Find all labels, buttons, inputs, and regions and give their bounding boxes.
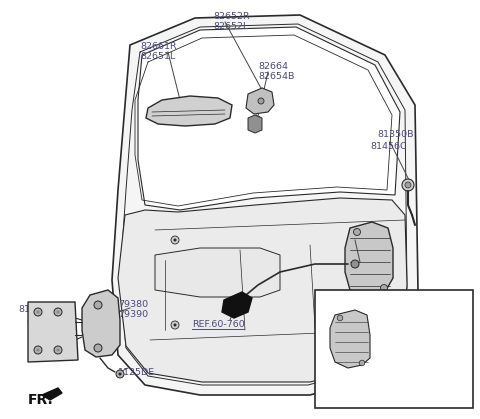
Circle shape	[337, 315, 343, 321]
Polygon shape	[146, 96, 232, 126]
Circle shape	[381, 285, 387, 292]
Text: 82665: 82665	[348, 252, 378, 261]
Circle shape	[402, 179, 414, 191]
Circle shape	[405, 182, 411, 188]
Circle shape	[359, 360, 365, 366]
Circle shape	[353, 228, 360, 235]
Polygon shape	[82, 290, 120, 357]
Polygon shape	[155, 248, 280, 297]
Polygon shape	[246, 88, 274, 114]
Circle shape	[384, 318, 386, 321]
Circle shape	[381, 316, 389, 324]
Polygon shape	[138, 27, 400, 210]
Circle shape	[36, 310, 39, 313]
Text: REF.60-760: REF.60-760	[192, 320, 245, 329]
Circle shape	[94, 301, 102, 309]
Text: (SMART KEY-FR DR): (SMART KEY-FR DR)	[320, 293, 407, 302]
Text: 81350B: 81350B	[377, 130, 413, 139]
Polygon shape	[248, 115, 262, 133]
Circle shape	[173, 323, 177, 326]
Circle shape	[351, 260, 359, 268]
Circle shape	[258, 98, 264, 104]
Circle shape	[171, 321, 179, 329]
Circle shape	[54, 308, 62, 316]
Circle shape	[171, 236, 179, 244]
Text: 1125DE: 1125DE	[118, 368, 155, 377]
Circle shape	[36, 349, 39, 352]
Polygon shape	[112, 15, 418, 395]
Bar	[315, 290, 473, 408]
Text: 82655: 82655	[360, 380, 389, 389]
Text: 81456C: 81456C	[370, 142, 407, 151]
Circle shape	[119, 372, 121, 375]
Circle shape	[94, 344, 102, 352]
Text: 82655: 82655	[348, 262, 378, 271]
Polygon shape	[345, 222, 393, 296]
Text: 82654B: 82654B	[258, 72, 294, 81]
Circle shape	[173, 238, 177, 241]
Circle shape	[381, 236, 389, 244]
Text: 82664: 82664	[258, 62, 288, 71]
Text: 82652L: 82652L	[213, 22, 248, 31]
Text: 79390: 79390	[118, 310, 148, 319]
Text: 82652R: 82652R	[213, 12, 250, 21]
Text: 82651L: 82651L	[140, 52, 175, 61]
Text: 82665: 82665	[360, 370, 389, 379]
Circle shape	[34, 308, 42, 316]
Circle shape	[384, 238, 386, 241]
Text: 79380: 79380	[118, 300, 148, 309]
Polygon shape	[330, 310, 370, 368]
Polygon shape	[28, 302, 78, 362]
Polygon shape	[42, 388, 62, 400]
Circle shape	[57, 349, 60, 352]
Polygon shape	[222, 292, 252, 318]
Circle shape	[57, 310, 60, 313]
Text: 81389A: 81389A	[18, 305, 55, 314]
Circle shape	[34, 346, 42, 354]
Circle shape	[54, 346, 62, 354]
Circle shape	[116, 370, 124, 378]
Text: 82661R: 82661R	[140, 42, 177, 51]
Polygon shape	[118, 198, 407, 382]
Text: FR.: FR.	[28, 393, 54, 407]
